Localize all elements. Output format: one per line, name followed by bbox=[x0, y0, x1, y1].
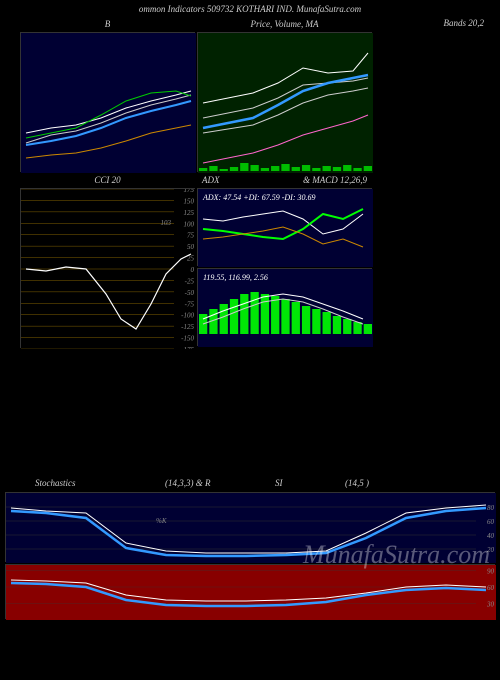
stochastics-panel: 80 60 40 20 %K bbox=[5, 492, 495, 562]
svg-text:-175: -175 bbox=[181, 346, 194, 349]
cci-panel: CCI 20 1751501251007550250-25-50-75-100-… bbox=[20, 188, 195, 348]
stoch-title: Stochastics bbox=[35, 478, 76, 488]
adx-label: ADX bbox=[202, 175, 220, 185]
svg-text:%K: %K bbox=[156, 517, 167, 525]
svg-text:119.55, 116.99, 2.56: 119.55, 116.99, 2.56 bbox=[203, 273, 268, 282]
svg-text:60: 60 bbox=[487, 518, 495, 526]
svg-text:-25: -25 bbox=[185, 277, 195, 285]
svg-text:50: 50 bbox=[187, 243, 195, 251]
adx-panel: ADX & MACD 12,26,9 ADX: 47.54 +DI: 67.59… bbox=[197, 188, 372, 266]
svg-text:-50: -50 bbox=[185, 289, 195, 297]
svg-text:60: 60 bbox=[487, 584, 495, 592]
svg-text:90: 90 bbox=[487, 568, 495, 576]
stoch-params: (14,3,3) & R bbox=[165, 478, 211, 488]
rsi-panel: 90 60 30 bbox=[5, 564, 495, 619]
svg-text:40: 40 bbox=[487, 532, 495, 540]
svg-text:100: 100 bbox=[184, 220, 195, 228]
svg-text:75: 75 bbox=[187, 232, 195, 240]
rsi-label: SI bbox=[275, 478, 283, 488]
macd-label: & MACD 12,26,9 bbox=[303, 175, 367, 185]
svg-text:103: 103 bbox=[161, 219, 172, 227]
bollinger-panel: B bbox=[20, 32, 195, 172]
svg-text:-75: -75 bbox=[185, 300, 195, 308]
svg-text:-125: -125 bbox=[181, 323, 194, 331]
svg-text:0: 0 bbox=[191, 266, 195, 274]
svg-text:175: 175 bbox=[184, 189, 195, 194]
bands-label: Bands 20,2 bbox=[374, 18, 494, 28]
page-header: ommon Indicators 509732 KOTHARI IND. Mun… bbox=[0, 0, 500, 18]
svg-text:80: 80 bbox=[487, 504, 495, 512]
svg-text:30: 30 bbox=[486, 601, 495, 609]
svg-text:-150: -150 bbox=[181, 335, 194, 343]
cci-title: CCI 20 bbox=[21, 175, 194, 185]
svg-text:20: 20 bbox=[487, 546, 495, 554]
svg-text:-100: -100 bbox=[181, 312, 194, 320]
macd-panel: 119.55, 116.99, 2.56 bbox=[197, 268, 372, 346]
svg-text:150: 150 bbox=[184, 197, 195, 205]
svg-text:ADX: 47.54 +DI: 67.59 -DI: 3: ADX: 47.54 +DI: 67.59 -DI: 30.69 bbox=[202, 193, 316, 202]
price-title: Price, Volume, MA bbox=[198, 19, 371, 29]
bollinger-title: B bbox=[21, 19, 194, 29]
svg-text:125: 125 bbox=[184, 209, 195, 217]
price-panel: Price, Volume, MA bbox=[197, 32, 372, 172]
rsi-params: (14,5 ) bbox=[345, 478, 369, 488]
